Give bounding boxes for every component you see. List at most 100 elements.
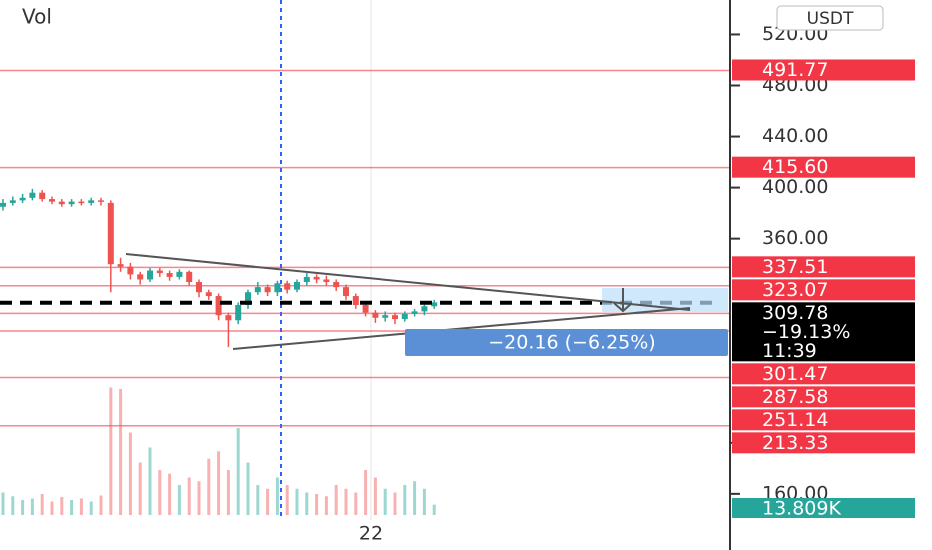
measure-arrow-head: [613, 302, 633, 313]
volume-bar: [217, 451, 221, 515]
x-tick-label: 22: [359, 523, 383, 545]
y-tick-label: 440.00: [762, 125, 828, 147]
volume-bar: [168, 473, 172, 515]
trendline-upper: [125, 253, 691, 311]
volume-bar: [334, 485, 338, 515]
volume-bar: [256, 485, 260, 515]
candle-body: [98, 200, 104, 202]
volume-title: Vol: [22, 5, 52, 29]
volume-bar: [119, 389, 123, 515]
volume-bar: [148, 447, 152, 515]
candle-body: [264, 287, 271, 293]
volume-bar: [1, 492, 5, 515]
level-label: 251.14: [762, 409, 828, 431]
candle-body: [343, 287, 349, 297]
level-label: 337.51: [762, 256, 828, 278]
candle-body: [176, 271, 183, 277]
candle-body: [78, 201, 85, 204]
candle-body: [352, 296, 359, 305]
candle-body: [411, 311, 418, 314]
volume-bar: [50, 501, 54, 515]
currency-label: USDT: [807, 9, 854, 29]
candle-body: [0, 202, 6, 207]
candle-body: [215, 296, 222, 316]
candle-body: [313, 276, 320, 280]
level-label-box: [732, 432, 915, 454]
candle-body: [49, 199, 55, 202]
measure-label: −20.16 (−6.25%): [488, 332, 655, 354]
candle-body: [147, 270, 153, 280]
level-label-box: [732, 409, 915, 431]
last-change-label: −19.13%: [762, 321, 850, 343]
candle-body: [29, 192, 36, 198]
candle-body: [19, 197, 26, 201]
volume-bar: [11, 496, 15, 515]
level-label: 323.07: [762, 279, 828, 301]
trendline-lower: [232, 307, 691, 350]
candle-body: [68, 201, 75, 205]
countdown-label: 11:39: [762, 340, 817, 362]
candle-body: [372, 312, 379, 318]
candle-body: [274, 283, 281, 293]
volume-bar: [40, 494, 44, 515]
volume-bar: [266, 488, 270, 515]
candle-body: [205, 292, 212, 297]
volume-bar: [324, 496, 328, 515]
volume-bar: [187, 477, 191, 515]
volume-bar: [383, 488, 387, 515]
level-label-box: [732, 59, 915, 81]
volume-label-box: [732, 498, 915, 518]
volume-bar: [393, 492, 397, 515]
volume-bar: [226, 470, 230, 515]
volume-bar: [70, 500, 74, 515]
y-tick-label: 400.00: [762, 176, 828, 198]
volume-bar: [275, 477, 279, 515]
level-label-box: [732, 256, 915, 278]
volume-bar: [246, 462, 250, 515]
candle-body: [235, 304, 242, 321]
volume-bar: [364, 470, 368, 515]
candle-body: [58, 201, 65, 205]
volume-bar: [21, 500, 25, 515]
volume-bar: [207, 458, 211, 515]
candle-body: [303, 276, 310, 283]
candle-body: [156, 270, 163, 274]
candle-body: [421, 306, 428, 312]
plot: [0, 69, 730, 515]
volume-bar: [60, 497, 64, 515]
level-label: 213.33: [762, 432, 828, 454]
volume-bar: [99, 495, 103, 515]
candle-body: [323, 279, 330, 283]
volume-bar: [305, 492, 309, 515]
candle-body: [107, 202, 114, 265]
volume-bar: [344, 488, 348, 515]
volume-bar: [403, 485, 407, 515]
volume-bar: [354, 492, 358, 515]
volume-bar: [315, 494, 319, 515]
volume-bar: [197, 481, 201, 515]
candle-body: [362, 304, 369, 313]
level-label-box: [732, 156, 915, 178]
volume-bar: [422, 488, 426, 515]
candle-body: [284, 283, 291, 290]
volume-bar: [295, 488, 299, 515]
candle-body: [127, 266, 134, 275]
candle-body: [382, 315, 389, 318]
level-label-box: [732, 386, 915, 408]
candle-body: [431, 302, 438, 307]
level-label: 301.47: [762, 363, 828, 385]
volume-bar: [236, 428, 240, 515]
candle-body: [117, 264, 124, 267]
candle-body: [196, 282, 202, 293]
volume-bar: [413, 481, 417, 515]
measure-label-box: [405, 329, 728, 356]
volume-bar: [285, 485, 289, 515]
level-label-box: [732, 363, 915, 385]
volume-label: 13.809K: [762, 498, 841, 520]
volume-bar: [109, 387, 113, 515]
candle-body: [392, 315, 398, 320]
volume-bar: [138, 462, 142, 515]
volume-bar: [30, 498, 34, 515]
candle-body: [9, 200, 16, 203]
candle-body: [88, 200, 95, 203]
